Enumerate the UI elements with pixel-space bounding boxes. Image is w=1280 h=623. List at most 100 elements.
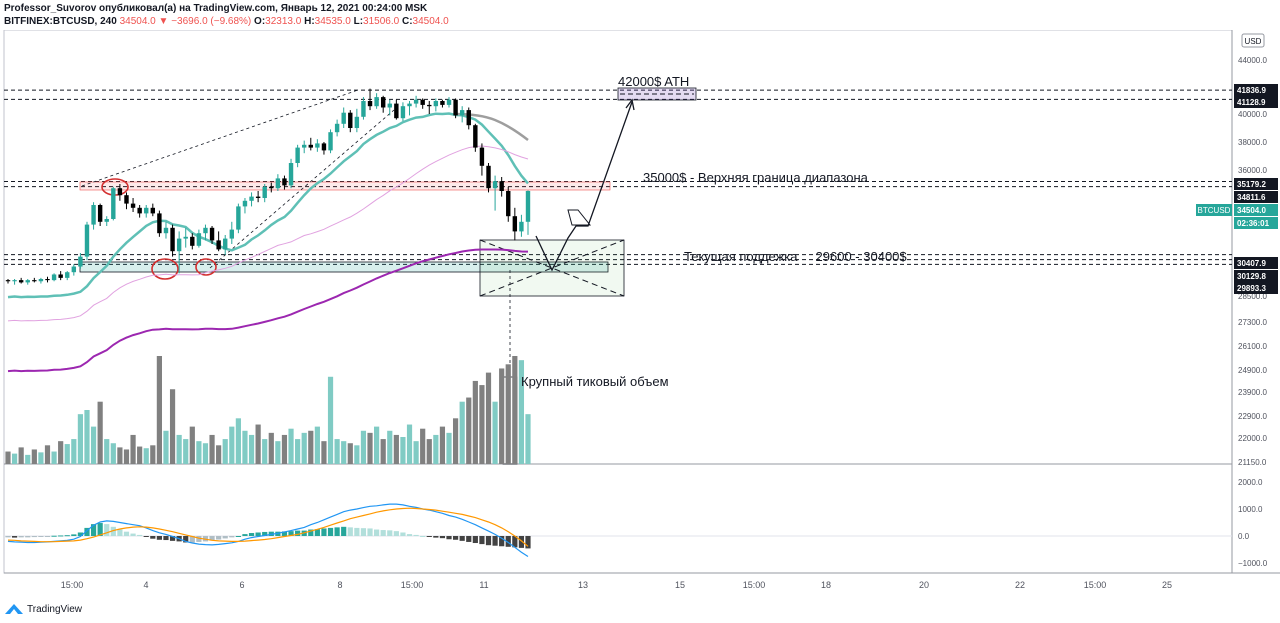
close-value: 34504.0 xyxy=(412,16,449,27)
candle-body xyxy=(170,227,175,252)
macd-hist-bar xyxy=(354,527,360,536)
symbol-label[interactable]: BITFINEX:BTCUSD, 240 xyxy=(4,16,117,27)
macd-hist-bar xyxy=(327,527,334,536)
macd-hist-bar xyxy=(90,524,97,536)
candle-body xyxy=(196,233,202,246)
macd-hist-bar xyxy=(117,529,123,536)
price-axis[interactable]: USD44000.042000.040000.038000.036000.034… xyxy=(1196,33,1278,467)
volume-bar xyxy=(84,410,90,464)
horizontal-levels[interactable] xyxy=(4,89,1232,265)
moving-averages xyxy=(7,112,529,373)
volume-bar xyxy=(248,434,255,464)
candle-body xyxy=(111,188,116,219)
volume-bar xyxy=(459,401,465,464)
time-tick: 6 xyxy=(239,580,244,590)
macd-hist-bar xyxy=(308,529,314,536)
macd-hist-bar xyxy=(38,536,44,537)
volume-bar xyxy=(525,414,531,464)
macd-hist-bar xyxy=(209,536,215,541)
candle-body xyxy=(413,99,419,104)
volume-bar xyxy=(452,418,459,464)
volume-bar xyxy=(380,439,386,464)
macd-hist-bar xyxy=(321,528,327,536)
ma-slow-line xyxy=(7,248,529,373)
price-tick: 44000.0 xyxy=(1238,56,1267,65)
candle-body xyxy=(334,123,340,133)
volume-bar xyxy=(426,439,432,464)
macd-hist-bar xyxy=(11,536,18,538)
volume-bar xyxy=(25,454,31,464)
macd-axis[interactable]: 2000.0 1000.0 0.0 −1000.0 xyxy=(1238,478,1268,568)
candle-body xyxy=(236,206,241,230)
time-axis[interactable]: 15:00 4 6 8 15:00 11 13 15 15:00 18 20 22 15:00 25 xyxy=(61,580,1172,590)
low-label: L: xyxy=(353,16,364,27)
macd-hist-bar xyxy=(518,536,525,548)
volume-bar xyxy=(229,426,235,464)
forecast-arrow-head xyxy=(625,98,635,111)
symbol-ohlc-line: BITFINEX:BTCUSD, 240 34504.0 ▼ −3696.0 (… xyxy=(4,16,449,27)
candle-body xyxy=(387,103,392,108)
price-tick: 27300.0 xyxy=(1238,318,1267,327)
macd-hist-bar xyxy=(137,534,143,536)
price-tick: 36000.0 xyxy=(1238,166,1267,175)
close-label: C: xyxy=(401,16,413,27)
macd-hist-bar xyxy=(433,536,439,538)
candle-body xyxy=(12,280,17,282)
macd-hist-bar xyxy=(64,535,70,537)
volume-bar xyxy=(479,385,485,464)
ma-mid-line xyxy=(7,145,529,322)
candle-body xyxy=(130,203,136,208)
volume-bar xyxy=(406,424,413,464)
macd-hist-bar xyxy=(104,524,110,536)
macd-hist-bar xyxy=(156,536,162,540)
volume-bar xyxy=(393,434,399,464)
candle-body xyxy=(499,181,504,191)
candle-body xyxy=(374,97,379,107)
volume-bar xyxy=(314,426,320,464)
candle-body xyxy=(506,191,511,217)
macd-hist-bar xyxy=(512,536,518,548)
price-label: 30129.8 xyxy=(1237,272,1266,281)
macd-hist-bar xyxy=(466,536,472,542)
volume-bar xyxy=(150,445,156,464)
candle-body xyxy=(433,101,439,107)
volume-bar xyxy=(268,432,274,464)
volume-bar xyxy=(518,360,525,464)
candle-body xyxy=(302,144,307,148)
chart-border xyxy=(3,30,1233,574)
ma-fast-line xyxy=(7,112,529,299)
volume-bar xyxy=(262,439,268,464)
price-label-bg xyxy=(1234,84,1278,96)
volume-bar xyxy=(156,356,162,464)
macd-hist-bar xyxy=(255,532,261,536)
candle-body xyxy=(479,147,485,166)
time-tick: 15:00 xyxy=(1084,580,1107,590)
macd-hist-bar xyxy=(143,536,149,537)
volume-bar xyxy=(492,401,498,464)
macd-hist-bar xyxy=(406,534,413,536)
macd-hist-bar xyxy=(216,536,222,540)
candle-body xyxy=(163,227,169,234)
macd-hist-bar xyxy=(459,536,465,541)
macd-hist-bar xyxy=(189,536,195,543)
price-tick: 23900.0 xyxy=(1238,388,1267,397)
macd-hist-bar xyxy=(5,536,11,538)
candle-body xyxy=(190,236,195,246)
price-label-bg xyxy=(1234,96,1278,108)
macd-hist-bar xyxy=(439,536,446,539)
chart-canvas[interactable]: USD 44000.0 4 2000.0 40000.0 38000.0 36000.0 34… xyxy=(0,30,1280,603)
macd-hist-bar xyxy=(281,531,288,536)
price-tick: 40000.0 xyxy=(1238,110,1267,119)
macd-hist-bar xyxy=(374,529,380,536)
high-label: H: xyxy=(304,16,315,27)
candle-body xyxy=(25,280,30,283)
macd-hist-bar xyxy=(393,531,399,536)
volume-bar xyxy=(439,426,446,464)
macd-hist-bar xyxy=(18,536,24,538)
candle-body xyxy=(78,256,83,267)
candle-body xyxy=(249,196,254,201)
volume-bar xyxy=(31,449,37,464)
tradingview-footer[interactable]: TradingView xyxy=(4,603,82,615)
candle-body xyxy=(209,227,215,241)
candle-body xyxy=(440,101,445,105)
